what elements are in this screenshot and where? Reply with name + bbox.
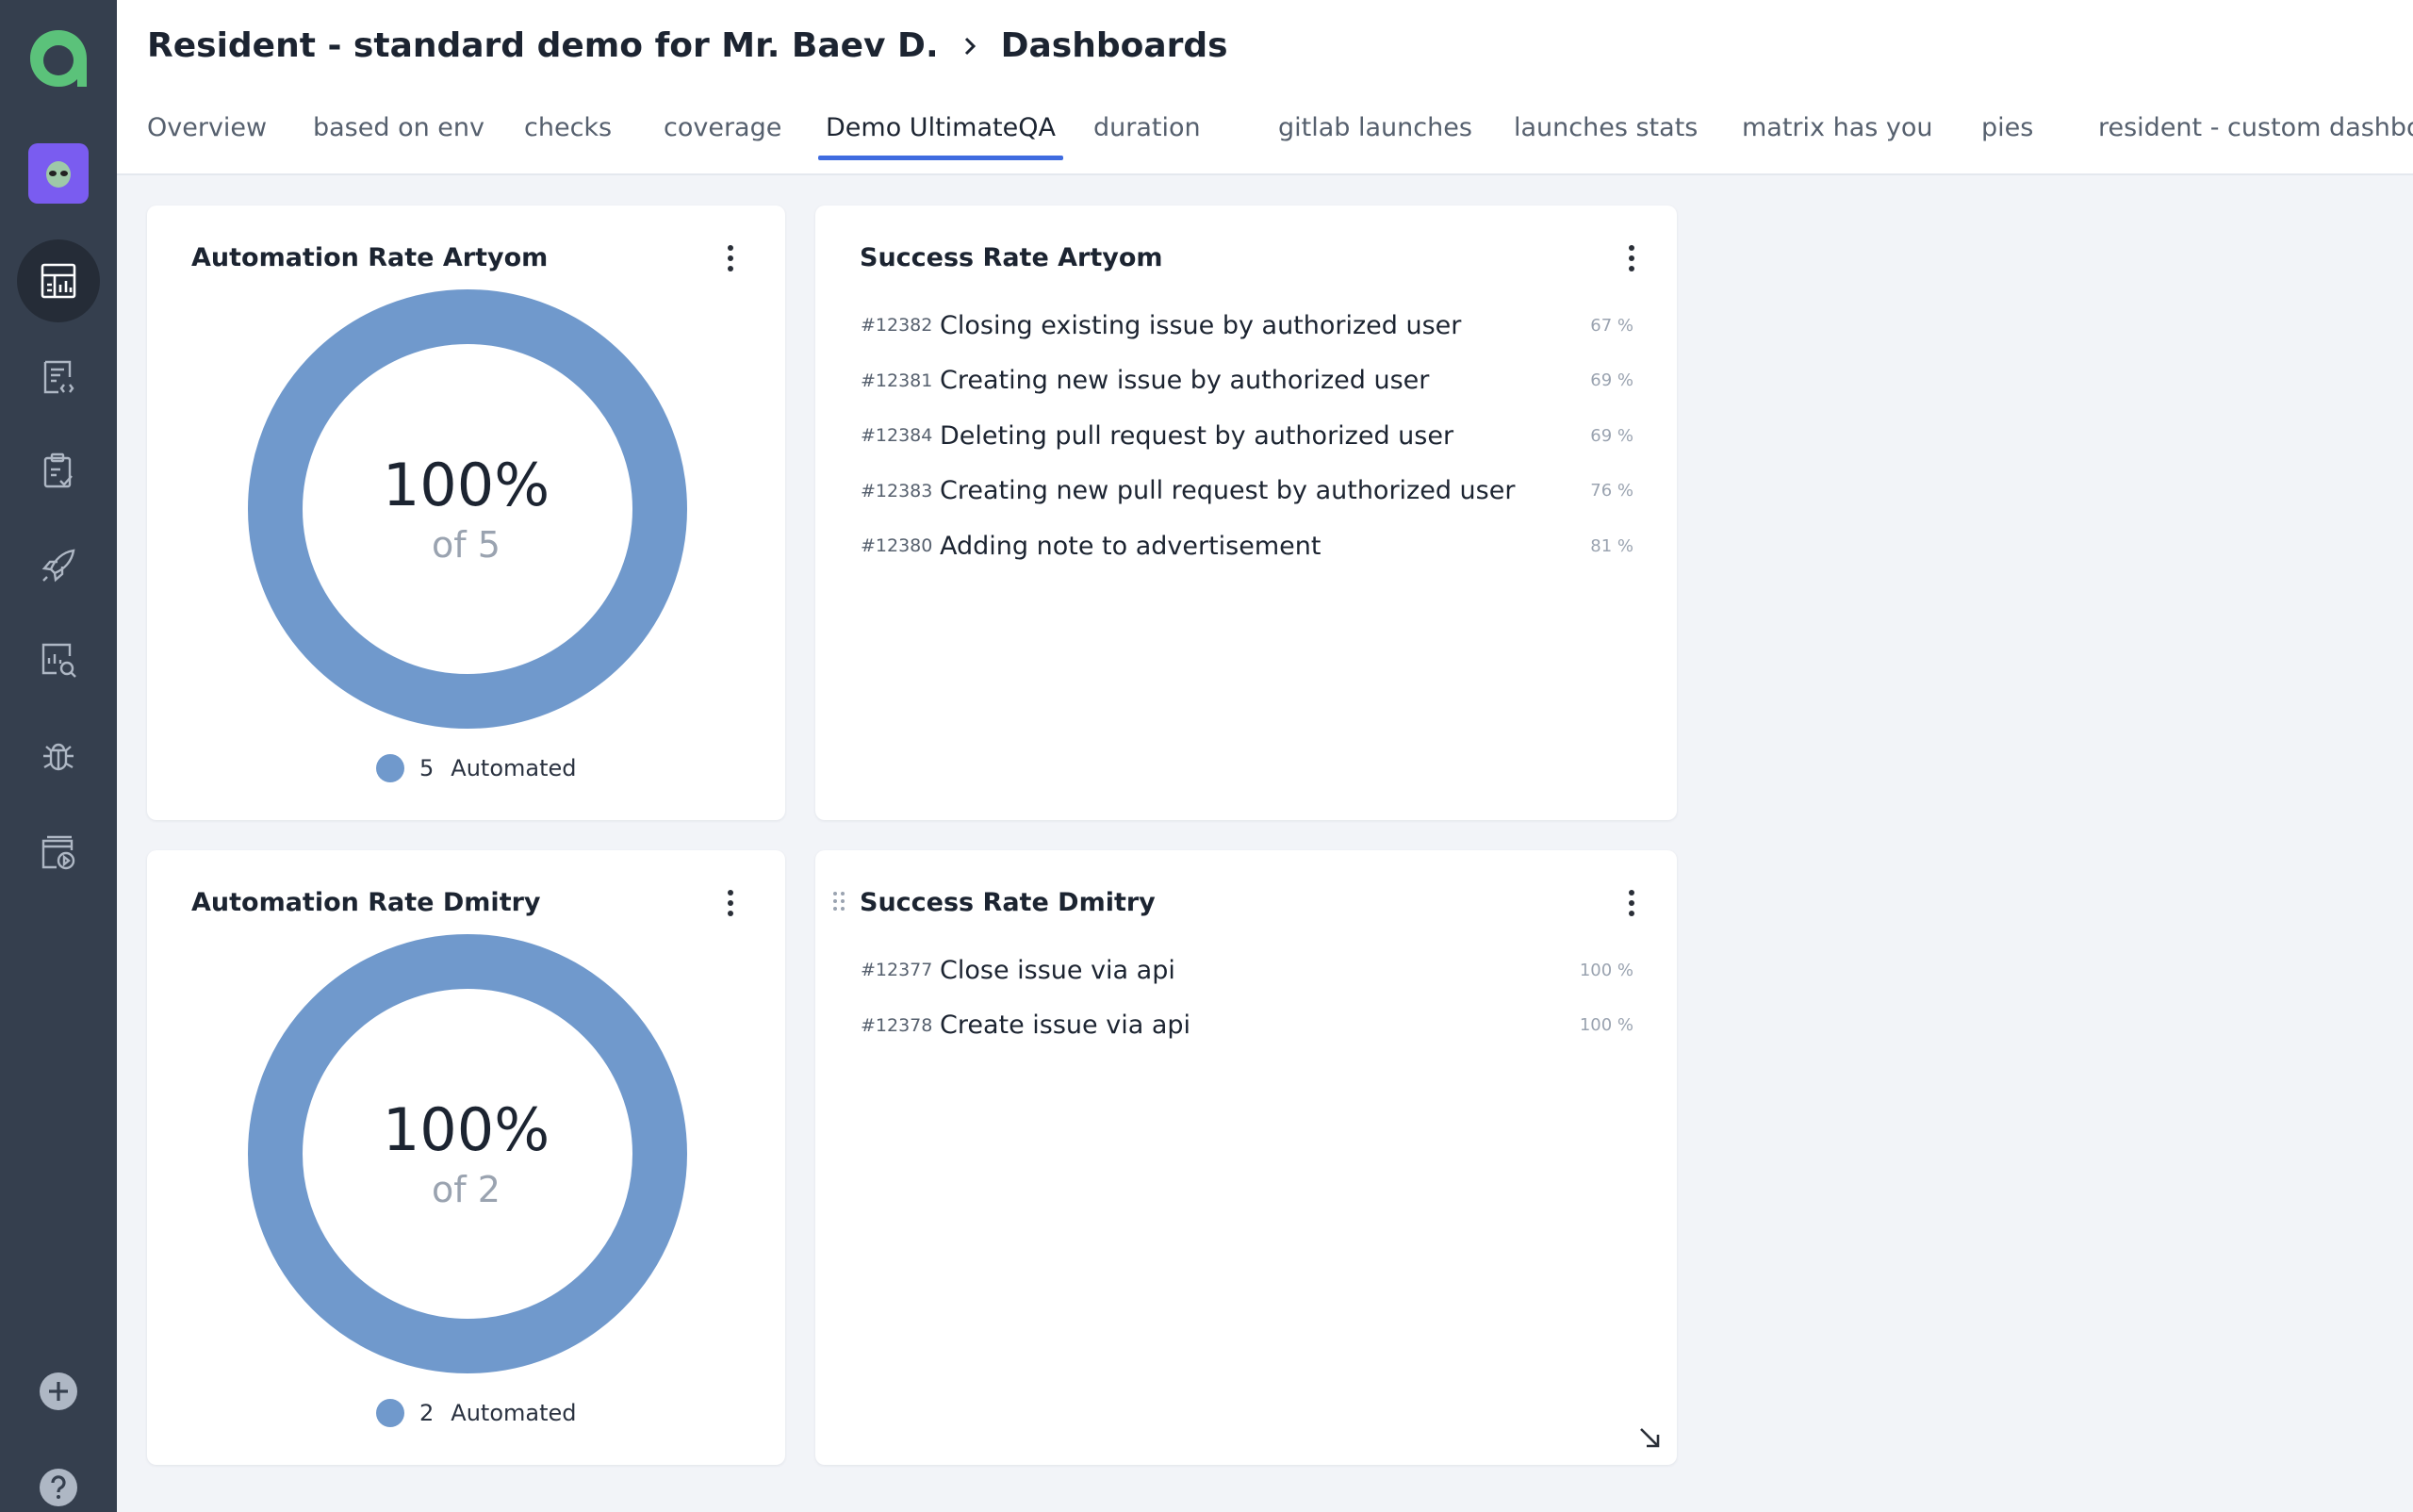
jobs-icon[interactable] <box>17 811 100 894</box>
more-vertical-icon[interactable] <box>1618 239 1645 277</box>
success-rate: 69 % <box>1590 425 1633 446</box>
success-rate: 69 % <box>1590 370 1633 391</box>
list-item[interactable]: #12378 Create issue via api 100 % <box>861 998 1643 1054</box>
donut-percent: 100% <box>382 451 550 519</box>
sidebar <box>0 0 117 1512</box>
more-vertical-icon[interactable] <box>717 884 744 922</box>
tab-demo-ultimateqa[interactable]: Demo UltimateQA <box>818 113 1063 175</box>
donut-total: of 2 <box>432 1169 501 1210</box>
legend-dot <box>376 1399 404 1427</box>
test-plans-icon[interactable] <box>17 430 100 513</box>
analytics-icon[interactable] <box>17 618 100 701</box>
chart-legend: 5 Automated <box>376 754 577 782</box>
tab-gitlab-launches[interactable]: gitlab launches <box>1278 113 1472 142</box>
breadcrumb: Resident - standard demo for Mr. Baev D.… <box>147 26 1228 65</box>
list-item[interactable]: #12381 Creating new issue by authorized … <box>861 353 1643 409</box>
widget-automation-rate-dmitry: Automation Rate Dmitry 100% of 2 2 Autom… <box>147 850 785 1465</box>
list-item[interactable]: #12384 Deleting pull request by authoriz… <box>861 408 1643 464</box>
test-case-list: #12377 Close issue via api 100 % #12378 … <box>861 943 1643 1053</box>
chevron-right-icon <box>960 36 980 57</box>
donut-chart <box>248 289 687 729</box>
widget-success-rate-artyom: Success Rate Artyom #12382 Closing exist… <box>815 205 1677 820</box>
test-case-id: #12383 <box>861 480 933 501</box>
more-vertical-icon[interactable] <box>717 239 744 277</box>
donut-percent: 100% <box>382 1095 550 1164</box>
more-vertical-icon[interactable] <box>1618 884 1645 922</box>
test-case-id: #12381 <box>861 370 933 391</box>
donut-chart <box>248 934 687 1373</box>
dashboards-icon[interactable] <box>17 239 100 322</box>
tab-coverage[interactable]: coverage <box>664 113 782 142</box>
tab-duration[interactable]: duration <box>1093 113 1201 142</box>
test-case-id: #12377 <box>861 960 933 981</box>
legend-count: 5 <box>419 755 435 781</box>
breadcrumb-project[interactable]: Resident - standard demo for Mr. Baev D. <box>147 26 939 65</box>
app-logo-icon[interactable] <box>25 25 92 92</box>
tab-based-on-env[interactable]: based on env <box>313 113 484 142</box>
test-case-name: Creating new issue by authorized user <box>940 366 1430 396</box>
success-rate: 76 % <box>1590 481 1633 501</box>
widget-title: Automation Rate Artyom <box>191 243 549 272</box>
launches-icon[interactable] <box>17 524 100 607</box>
resize-handle-icon[interactable] <box>1637 1425 1662 1450</box>
tab-checks[interactable]: checks <box>524 113 613 142</box>
tab-matrix-has-you[interactable]: matrix has you <box>1742 113 1933 142</box>
test-case-name: Closing existing issue by authorized use… <box>940 310 1462 340</box>
list-item[interactable]: #12380 Adding note to advertisement 81 % <box>861 518 1643 574</box>
widget-success-rate-dmitry: Success Rate Dmitry #12377 Close issue v… <box>815 850 1677 1465</box>
widget-automation-rate-artyom: Automation Rate Artyom 100% of 5 5 Autom… <box>147 205 785 820</box>
drag-handle-icon[interactable] <box>832 890 845 912</box>
test-cases-icon[interactable] <box>17 336 100 419</box>
tab-resident-custom-dashboard[interactable]: resident - custom dashboard <box>2098 113 2413 142</box>
widget-title: Success Rate Dmitry <box>860 888 1156 917</box>
success-rate: 81 % <box>1590 535 1633 556</box>
legend-count: 2 <box>419 1400 435 1426</box>
widget-title: Success Rate Artyom <box>860 243 1163 272</box>
legend-label: Automated <box>451 755 577 781</box>
test-case-list: #12382 Closing existing issue by authori… <box>861 298 1643 574</box>
test-case-name: Create issue via api <box>940 1011 1191 1041</box>
legend-label: Automated <box>451 1400 577 1426</box>
test-case-name: Deleting pull request by authorized user <box>940 420 1454 451</box>
defects-icon[interactable] <box>17 715 100 797</box>
help-icon[interactable] <box>17 1446 100 1512</box>
tab-overview[interactable]: Overview <box>147 113 268 142</box>
donut-total: of 5 <box>432 524 501 566</box>
list-item[interactable]: #12377 Close issue via api 100 % <box>861 943 1643 998</box>
list-item[interactable]: #12382 Closing existing issue by authori… <box>861 298 1643 353</box>
test-case-id: #12378 <box>861 1014 933 1036</box>
list-item[interactable]: #12383 Creating new pull request by auth… <box>861 464 1643 519</box>
success-rate: 100 % <box>1579 960 1633 980</box>
tab-launches-stats[interactable]: launches stats <box>1514 113 1699 142</box>
test-case-name: Adding note to advertisement <box>940 531 1321 561</box>
project-avatar[interactable] <box>28 143 89 204</box>
test-case-id: #12382 <box>861 315 933 337</box>
breadcrumb-current: Dashboards <box>1000 26 1228 65</box>
test-case-name: Creating new pull request by authorized … <box>940 476 1516 506</box>
test-case-id: #12380 <box>861 535 933 557</box>
test-case-id: #12384 <box>861 425 933 447</box>
success-rate: 67 % <box>1590 315 1633 336</box>
widget-title: Automation Rate Dmitry <box>191 888 541 917</box>
legend-dot <box>376 754 404 782</box>
page-header: Resident - standard demo for Mr. Baev D.… <box>117 0 2413 175</box>
chart-legend: 2 Automated <box>376 1399 577 1427</box>
test-case-name: Close issue via api <box>940 955 1175 985</box>
tab-pies[interactable]: pies <box>1981 113 2034 142</box>
add-icon[interactable] <box>17 1350 100 1433</box>
success-rate: 100 % <box>1579 1015 1633 1036</box>
